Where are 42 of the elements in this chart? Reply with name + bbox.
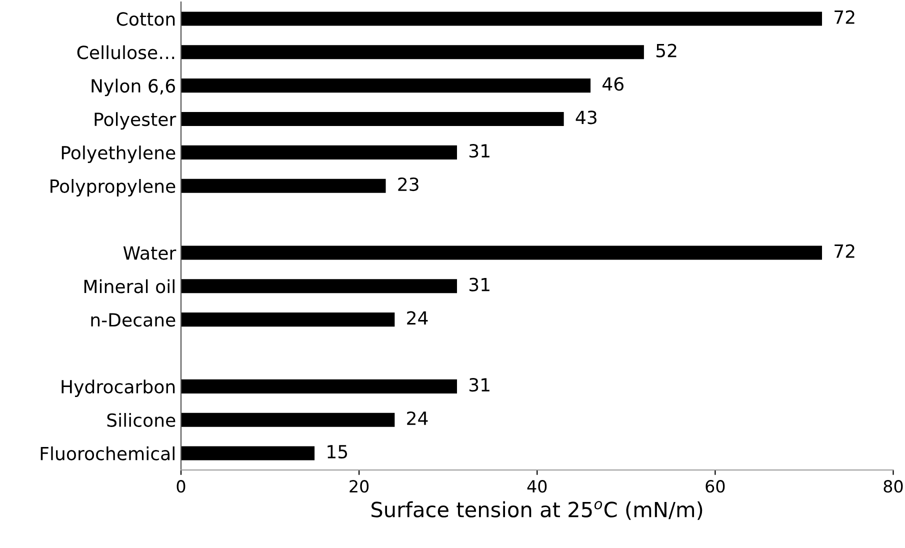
x-tick-label: 0	[176, 480, 186, 493]
y-tick-label: Silicone	[107, 412, 176, 427]
bar	[181, 412, 395, 427]
y-tick-label: Cellulose…	[77, 45, 174, 60]
y-tick-label: Water	[123, 246, 176, 260]
bar	[181, 279, 457, 294]
y-tick-label: Polypropylene	[50, 178, 176, 196]
y-tick-label: Polyethylene	[62, 146, 176, 164]
data-label: 72	[834, 244, 854, 258]
data-label: 24	[407, 411, 428, 425]
data-label: 31	[469, 144, 490, 158]
x-tick-label: 80	[884, 480, 903, 493]
bar	[181, 379, 457, 394]
bar	[181, 45, 644, 60]
y-tick-label: Hydrocarbon	[62, 380, 175, 398]
bar	[181, 178, 386, 193]
x-tick-label: 60	[706, 480, 725, 493]
data-label: 52	[656, 44, 676, 58]
y-tick-label: n-Decane	[91, 313, 176, 327]
x-tick-label: 40	[527, 480, 547, 493]
bar	[181, 312, 395, 327]
bar	[181, 145, 457, 160]
y-tick-label: Cotton	[116, 12, 175, 26]
data-label: 43	[576, 110, 596, 124]
y-tick-label: Polyester	[94, 112, 176, 130]
data-label: 31	[469, 278, 490, 292]
data-label: 72	[834, 10, 854, 24]
x-tick-label: 20	[350, 480, 369, 493]
y-tick-label: Nylon 6,6	[92, 78, 175, 96]
data-label: 31	[469, 378, 490, 392]
x-axis-title: Surface tension at 25$^{o}$C (mN/m)	[372, 500, 702, 520]
y-tick-label: Fluorochemical	[40, 446, 174, 460]
bar	[181, 446, 315, 460]
data-label: 23	[398, 177, 418, 192]
bar	[181, 246, 822, 260]
data-label: 24	[407, 311, 428, 325]
data-label: 46	[602, 77, 624, 91]
bar	[181, 78, 591, 93]
y-tick-label: Mineral oil	[84, 279, 174, 294]
bar	[181, 12, 822, 26]
bar	[181, 112, 564, 126]
data-label: 15	[328, 445, 348, 459]
